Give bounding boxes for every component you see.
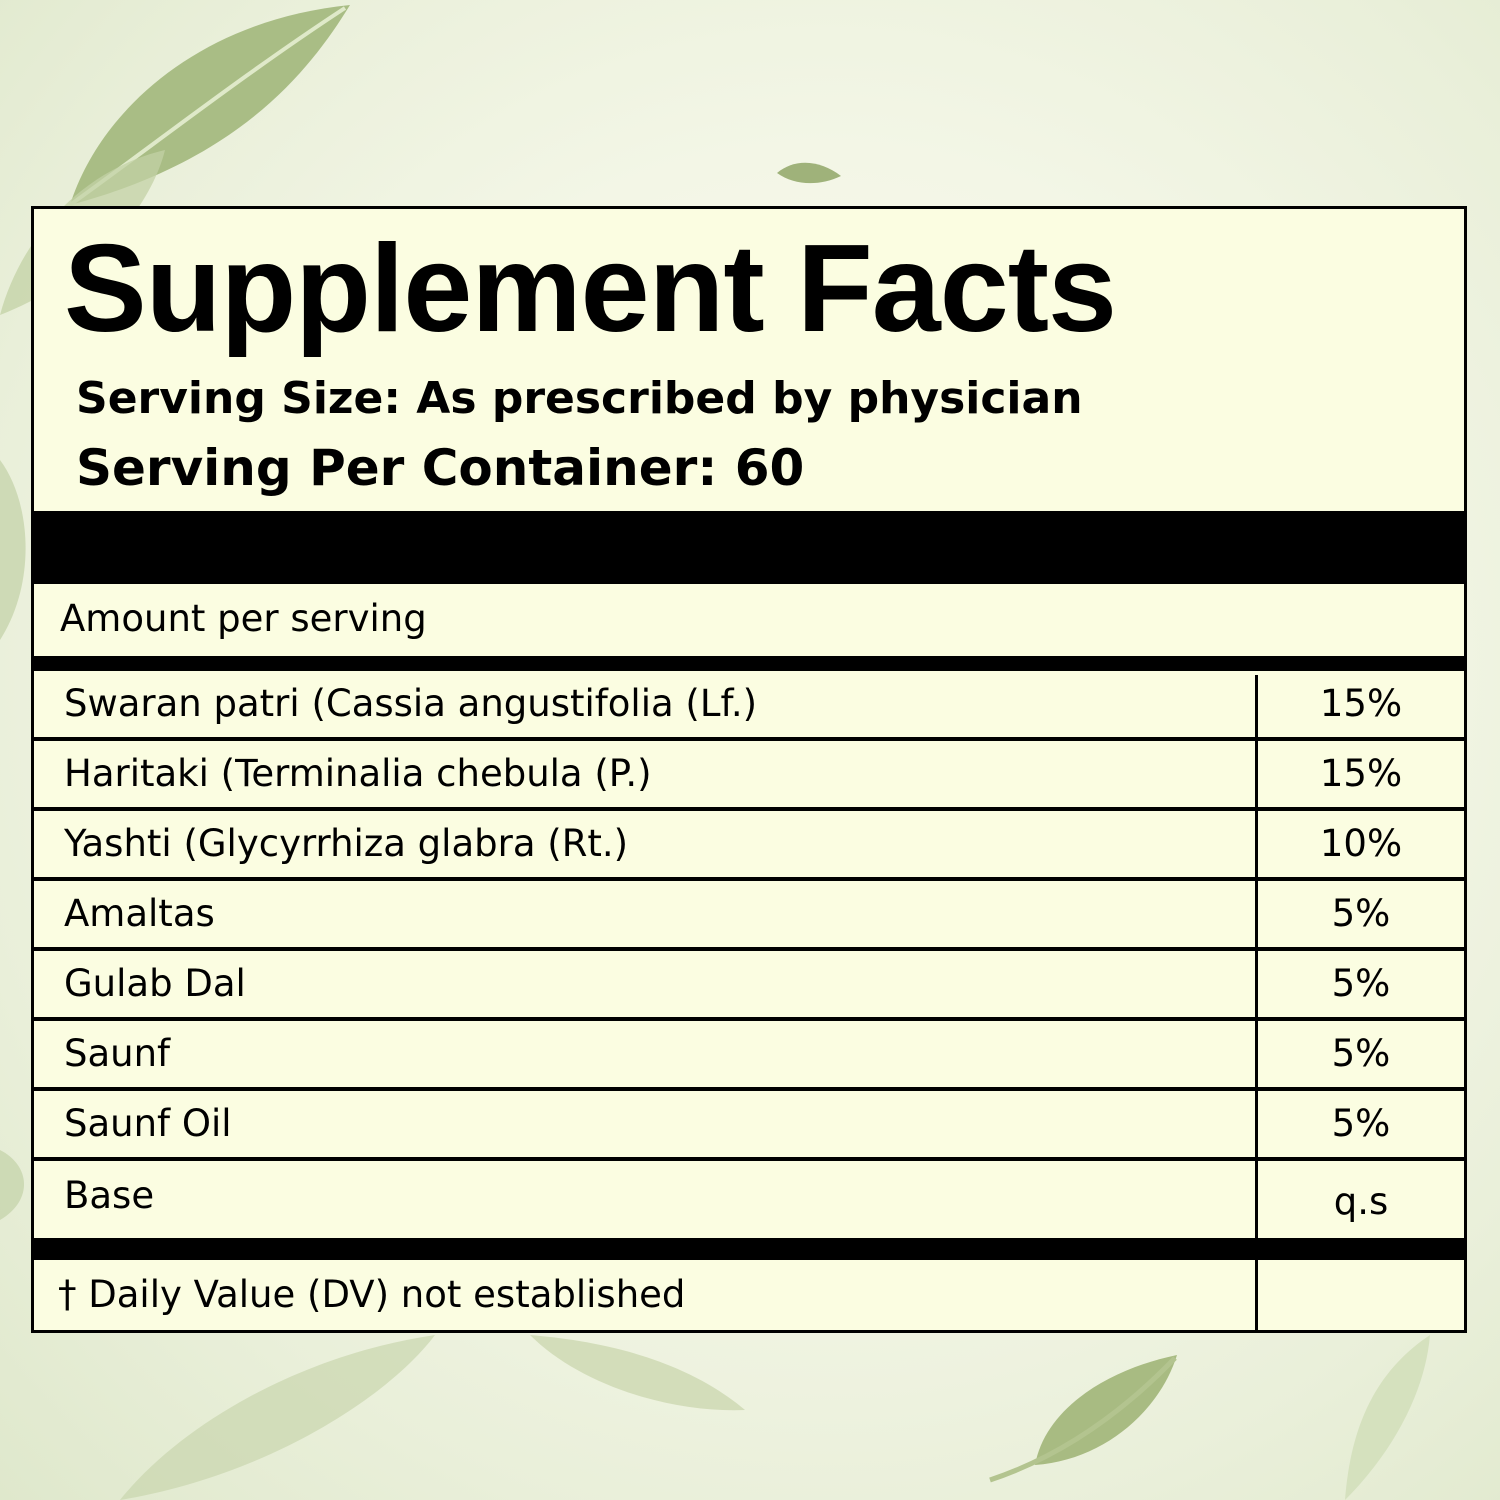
- leaf-icon: [777, 162, 841, 184]
- ingredient-amount: q.s: [1333, 1180, 1389, 1223]
- panel-title: Supplement Facts: [64, 220, 1117, 358]
- section-divider-bar: [34, 656, 1464, 671]
- header-divider-bar: [34, 511, 1464, 584]
- footer-divider-bar: [34, 1238, 1464, 1260]
- column-divider: [1255, 675, 1258, 1238]
- table-row: Amaltas 5%: [34, 881, 1464, 951]
- amount-per-serving-header: Amount per serving: [60, 597, 427, 640]
- supplement-facts-panel: Supplement Facts Serving Size: As prescr…: [31, 206, 1467, 1333]
- leaf-icon: [989, 1355, 1177, 1483]
- ingredient-amount: 5%: [1331, 1102, 1391, 1145]
- ingredient-name: Saunf: [64, 1032, 171, 1075]
- ingredient-name: Gulab Dal: [64, 962, 246, 1005]
- ingredient-amount: 5%: [1331, 892, 1391, 935]
- table-row: Saunf 5%: [34, 1021, 1464, 1091]
- ingredient-name: Saunf Oil: [64, 1102, 232, 1145]
- leaf-icon: [120, 1335, 435, 1500]
- servings-per-container: Serving Per Container: 60: [76, 439, 805, 497]
- ingredient-name: Yashti (Glycyrrhiza glabra (Rt.): [64, 822, 629, 865]
- table-row: Base q.s: [34, 1161, 1464, 1229]
- ingredient-amount: 5%: [1331, 1032, 1391, 1075]
- ingredient-name: Amaltas: [64, 892, 215, 935]
- ingredient-name: Haritaki (Terminalia chebula (P.): [64, 752, 652, 795]
- table-row: Haritaki (Terminalia chebula (P.) 15%: [34, 741, 1464, 811]
- ingredient-amount: 10%: [1319, 822, 1403, 865]
- ingredient-table: Swaran patri (Cassia angustifolia (Lf.) …: [34, 671, 1464, 1229]
- ingredient-amount: 15%: [1319, 752, 1403, 795]
- leaf-icon: [68, 5, 350, 207]
- table-row: Swaran patri (Cassia angustifolia (Lf.) …: [34, 671, 1464, 741]
- column-divider: [1255, 1258, 1258, 1330]
- table-row: Gulab Dal 5%: [34, 951, 1464, 1021]
- serving-size: Serving Size: As prescribed by physician: [76, 373, 1083, 424]
- leaf-icon: [1345, 1335, 1430, 1500]
- ingredient-name: Swaran patri (Cassia angustifolia (Lf.): [64, 682, 758, 725]
- daily-value-footnote: † Daily Value (DV) not established: [58, 1273, 686, 1316]
- ingredient-amount: 15%: [1319, 682, 1403, 725]
- ingredient-amount: 5%: [1331, 962, 1391, 1005]
- ingredient-name: Base: [64, 1174, 155, 1217]
- table-row: Saunf Oil 5%: [34, 1091, 1464, 1161]
- leaf-icon: [530, 1335, 745, 1411]
- table-row: Yashti (Glycyrrhiza glabra (Rt.) 10%: [34, 811, 1464, 881]
